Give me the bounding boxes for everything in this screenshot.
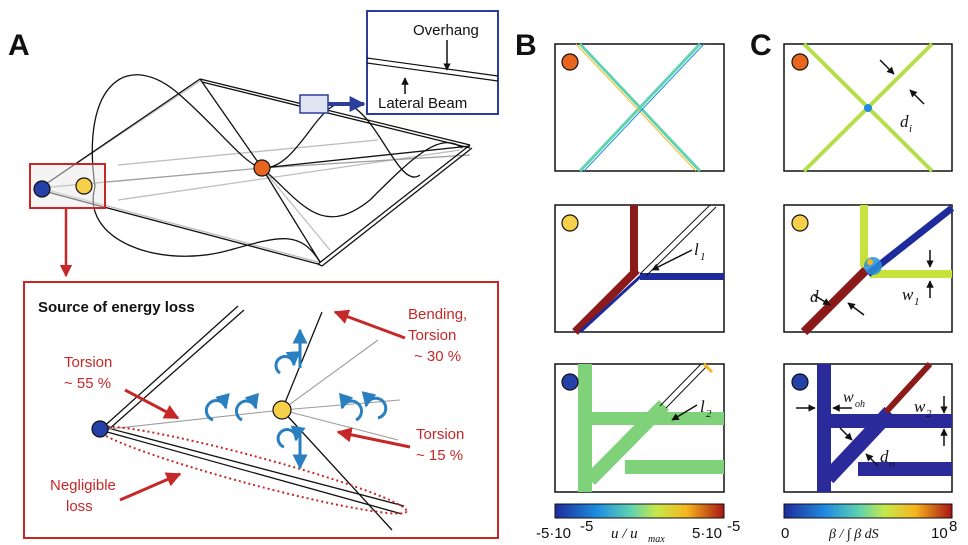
torsion-arrow-6 — [276, 425, 306, 449]
colorbar-c-min: 0 — [781, 525, 789, 542]
d-label: d — [810, 287, 819, 306]
colorbar-b-min: -5·10 — [536, 525, 571, 542]
marker-blue-detail — [91, 420, 109, 438]
di-label: d — [900, 112, 909, 131]
marker-yellow-a — [75, 177, 93, 195]
torsion-arrow-3 — [339, 392, 364, 422]
panel-a-label: A — [8, 29, 30, 62]
torsion-arrow-1 — [204, 393, 230, 422]
colorbar-b-max-exp: -5 — [727, 518, 740, 535]
negligible-line2: loss — [66, 498, 93, 515]
panel-b-map-yellow: l 1 — [554, 204, 725, 335]
inset-source-box — [299, 94, 329, 114]
torsion-arrow-5 — [274, 351, 301, 375]
inset-overhang: Overhang Lateral Beam — [366, 10, 499, 115]
do-sub: o — [889, 458, 895, 470]
l2-label: l — [700, 397, 705, 416]
negligible-line1: Negligible — [50, 477, 116, 494]
colorbar-b-label: u / u — [611, 526, 638, 542]
w2-label: w — [914, 397, 926, 416]
colorbar-c-max-exp: 8 — [949, 518, 957, 535]
colorbar-c-label: β / ∫ β dS — [828, 527, 879, 542]
bending-line3: ~ 30 % — [414, 348, 461, 365]
torsion15-line2: ~ 15 % — [416, 447, 463, 464]
callout-arrow-bending — [333, 309, 406, 340]
panel-c-map-blue: w oh w 2 d o — [783, 361, 953, 493]
marker-yellow-detail — [272, 400, 292, 420]
torsion55-line1: Torsion — [64, 354, 112, 371]
torsion15-line1: Torsion — [416, 426, 464, 443]
panel-c-map-orange: d i — [783, 42, 953, 173]
energy-loss-box: Source of energy loss — [23, 281, 499, 539]
w1-label: w — [902, 285, 914, 304]
marker-orange-a — [253, 159, 271, 177]
colorbar-b-label-sub: max — [648, 534, 665, 545]
colorbar-c: 0 β / ∫ β dS 10 8 — [781, 503, 957, 542]
callout-arrow-torsion15 — [336, 427, 411, 449]
panel-b-label: B — [515, 29, 537, 62]
do-label: d — [880, 447, 889, 466]
di-sub: i — [909, 123, 912, 135]
marker-blue-a — [33, 180, 51, 198]
panel-c-map-yellow: d w 1 — [783, 204, 955, 336]
inset-overhang-label: Overhang — [413, 22, 479, 39]
w1-sub: 1 — [914, 296, 920, 308]
woh-label: w — [843, 389, 854, 406]
woh-sub: oh — [855, 399, 865, 410]
callout-arrow-negligible — [119, 472, 182, 502]
panel-c-label: C — [750, 29, 772, 62]
l1-sub: 1 — [700, 251, 706, 263]
colorbar-b: -5·10 -5 u / u max 5·10 -5 — [536, 503, 740, 545]
panel-b-map-blue: l 2 — [554, 362, 725, 493]
callout-arrow-torsion55 — [124, 388, 180, 420]
l1-label: l — [694, 240, 699, 259]
w2-sub: 2 — [926, 408, 932, 420]
energy-loss-title: Source of energy loss — [38, 299, 195, 316]
inset-lateral-beam-label: Lateral Beam — [378, 95, 467, 112]
bending-line2: Torsion — [408, 327, 456, 344]
colorbar-b-max: 5·10 — [692, 525, 722, 542]
torsion-arrow-4 — [361, 391, 388, 420]
panel-b-map-orange — [554, 42, 725, 173]
negligible-loss-ellipse — [96, 425, 408, 515]
colorbar-b-min-exp: -5 — [580, 518, 593, 535]
l2-sub: 2 — [706, 408, 712, 420]
colorbar-c-max: 10 — [931, 525, 948, 542]
torsion55-line2: ~ 55 % — [64, 375, 111, 392]
torsion-arrow-2 — [234, 392, 259, 422]
bending-line1: Bending, — [408, 306, 467, 323]
